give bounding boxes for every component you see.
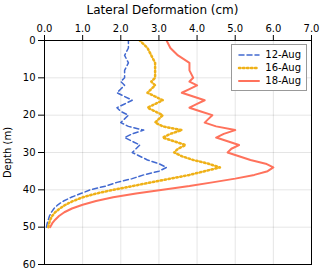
html-text:16-Aug: 16-Aug	[265, 62, 301, 73]
html-text:18-Aug: 18-Aug	[265, 75, 301, 86]
svg-text:50: 50	[23, 221, 36, 232]
svg-text:10: 10	[23, 72, 36, 83]
svg-text:60: 60	[23, 259, 36, 270]
svg-text:20: 20	[23, 109, 36, 120]
svg-text:30: 30	[23, 147, 36, 158]
svg-text:0.0: 0.0	[37, 23, 53, 34]
svg-text:3.0: 3.0	[151, 23, 167, 34]
html-text:Lateral Deformation (cm): Lateral Deformation (cm)	[86, 3, 239, 17]
svg-text:7.0: 7.0	[304, 23, 320, 34]
svg-text:Depth (m): Depth (m)	[2, 127, 13, 178]
svg-text:40: 40	[23, 184, 36, 195]
svg-text:5.0: 5.0	[227, 23, 243, 34]
html-text:12-Aug: 12-Aug	[265, 49, 301, 60]
svg-text:6.0: 6.0	[265, 23, 281, 34]
svg-text:0: 0	[29, 35, 35, 46]
svg-text:2.0: 2.0	[113, 23, 129, 34]
svg-text:4.0: 4.0	[189, 23, 205, 34]
svg-text:1.0: 1.0	[75, 23, 91, 34]
